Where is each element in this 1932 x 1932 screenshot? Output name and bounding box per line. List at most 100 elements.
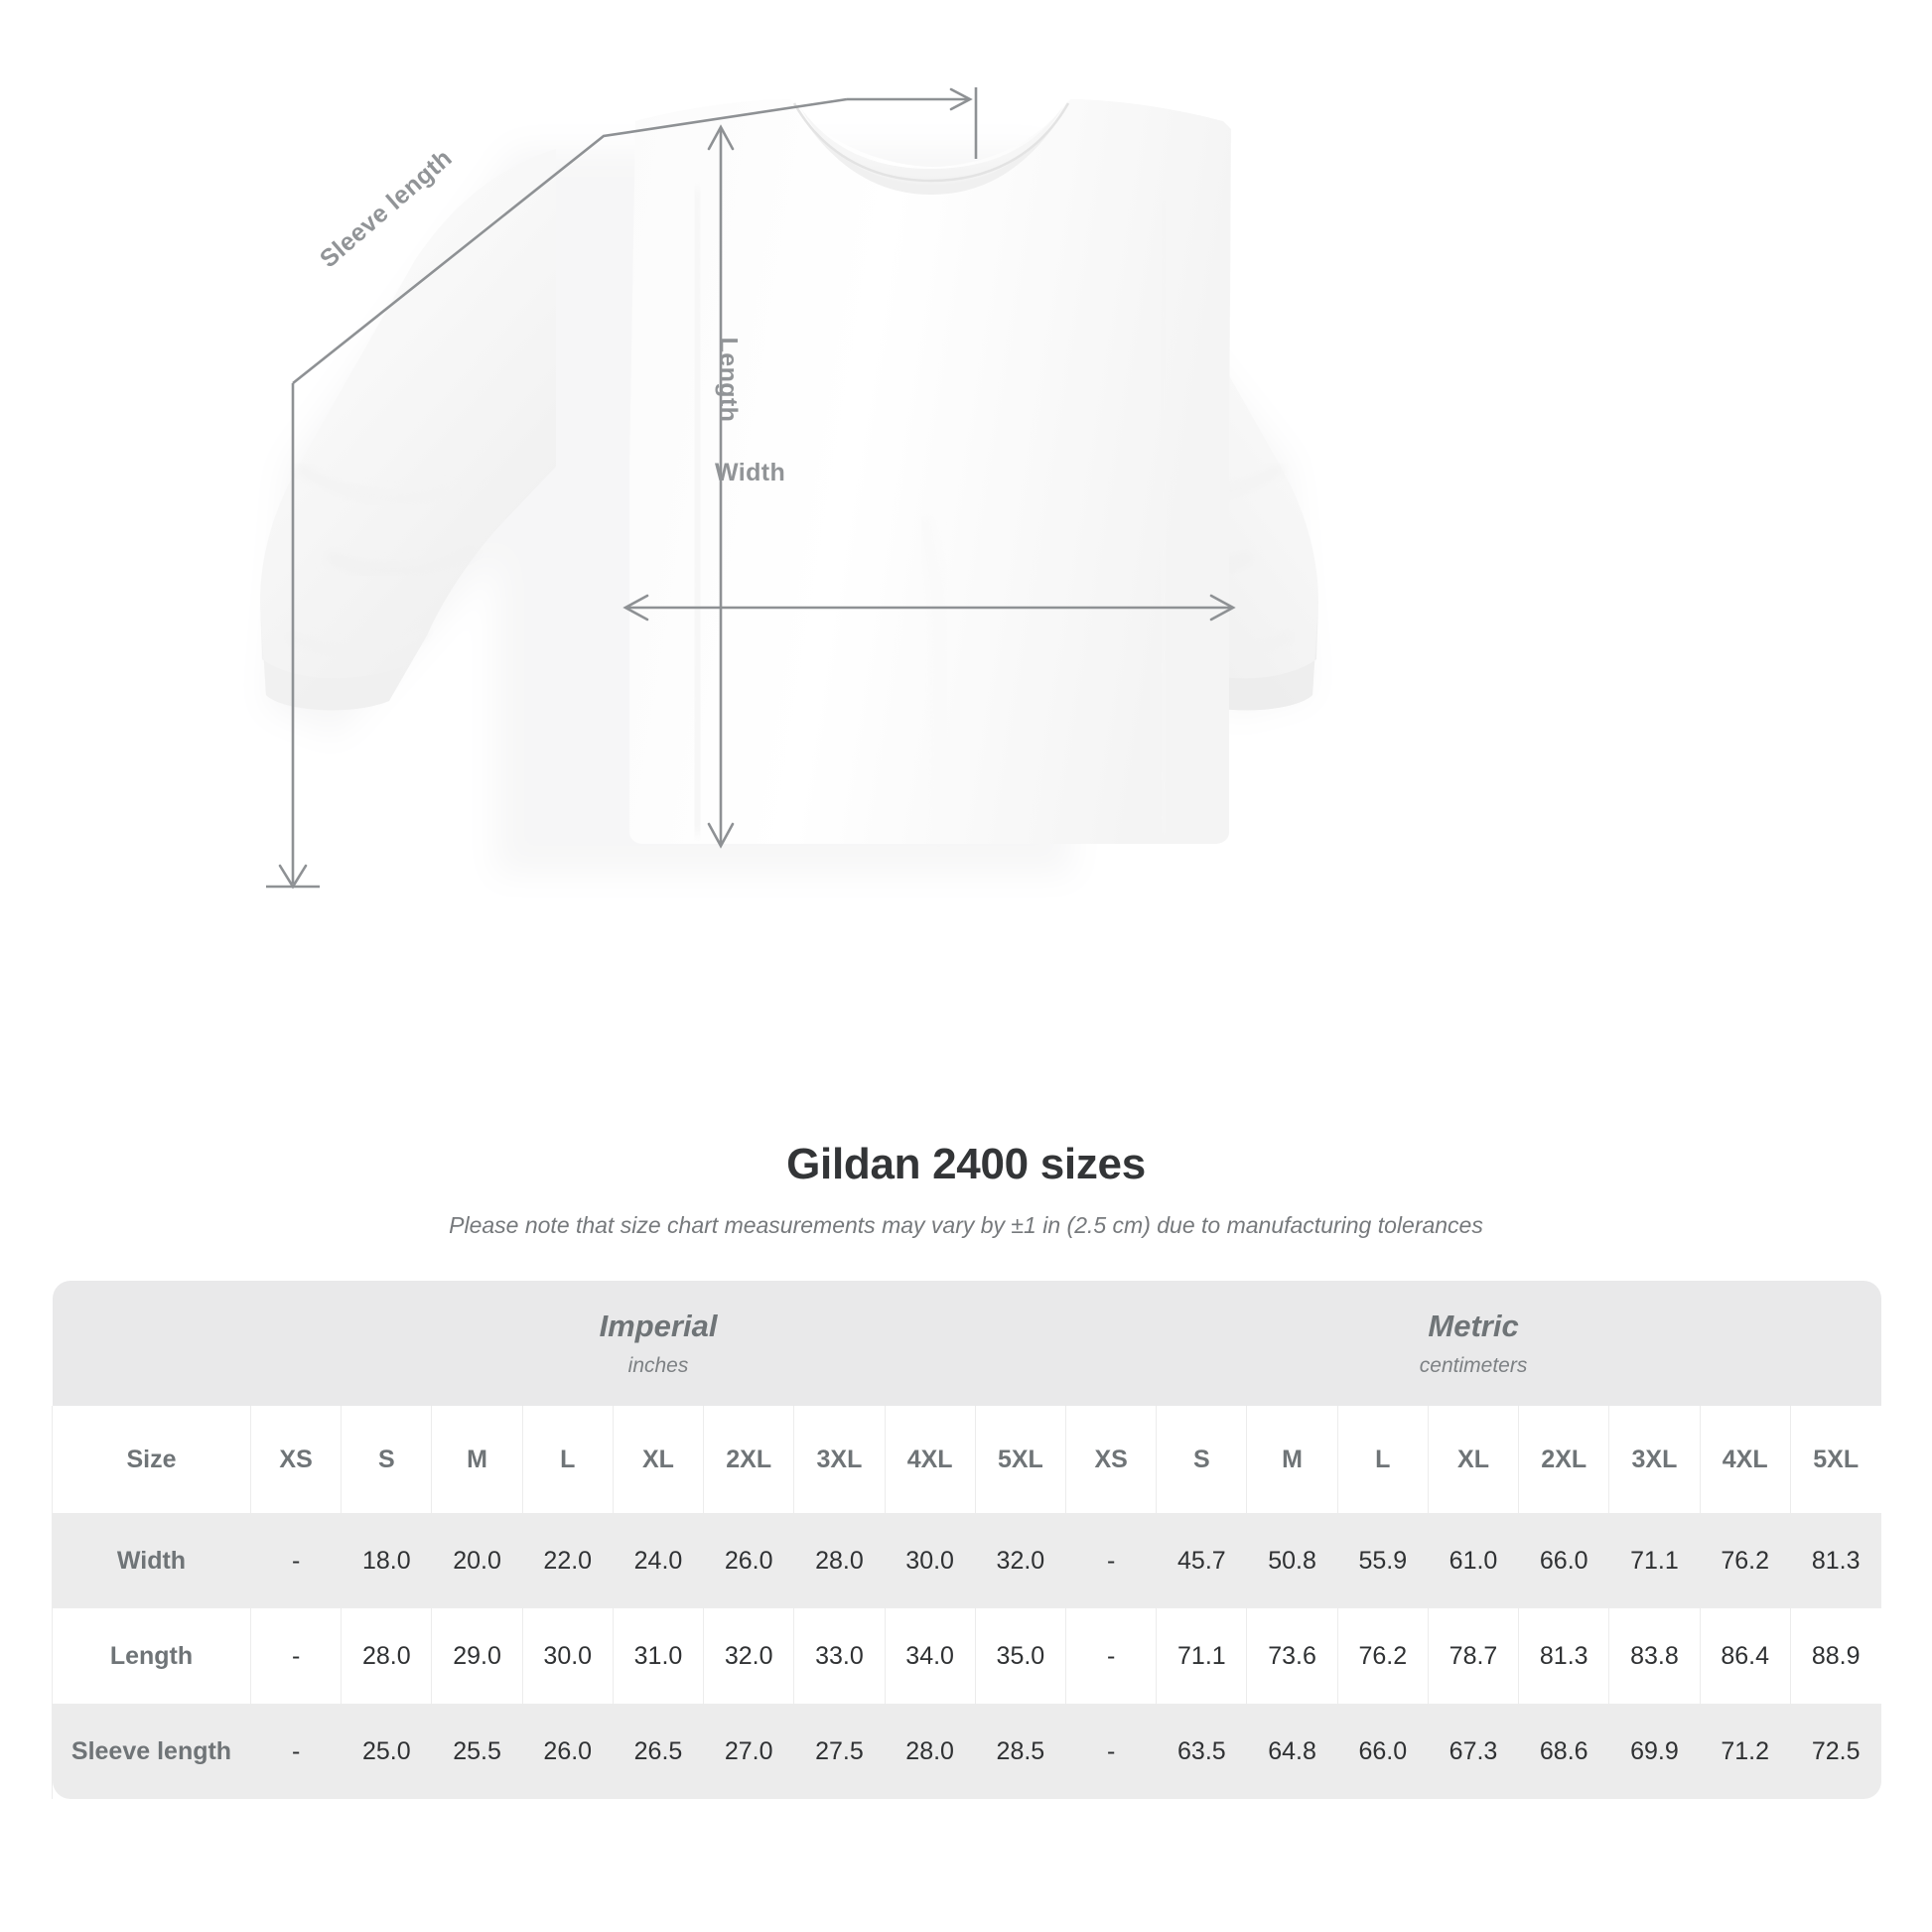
column-header-5xl-metric: 5XL <box>1789 1406 1881 1513</box>
cell-width-xl-imperial: 24.0 <box>612 1513 705 1608</box>
column-header-m-metric: M <box>1246 1406 1338 1513</box>
cell-length-2xl-imperial: 32.0 <box>703 1608 795 1704</box>
column-header-3xl-imperial: 3XL <box>793 1406 886 1513</box>
unit-name: Metric <box>1428 1309 1519 1344</box>
cell-length-l-metric: 76.2 <box>1336 1608 1429 1704</box>
cell-length-xs-metric: - <box>1065 1608 1158 1704</box>
cell-sleeve-length-2xl-imperial: 27.0 <box>703 1704 795 1799</box>
cell-sleeve-length-4xl-imperial: 28.0 <box>884 1704 976 1799</box>
size-chart-table-wrapper: Imperial inches Metric centimeters Size XS S M L… <box>52 1281 1881 1799</box>
cell-sleeve-length-s-metric: 63.5 <box>1156 1704 1248 1799</box>
cell-sleeve-length-xl-imperial: 26.5 <box>612 1704 705 1799</box>
column-header-2xl-imperial: 2XL <box>703 1406 795 1513</box>
sleeve-length-guide <box>266 87 978 890</box>
length-label: Length <box>714 337 743 423</box>
cell-width-4xl-metric: 76.2 <box>1699 1513 1791 1608</box>
cell-width-l-metric: 55.9 <box>1336 1513 1429 1608</box>
page-subtitle: Please note that size chart measurements… <box>449 1211 1483 1238</box>
cell-sleeve-length-l-metric: 66.0 <box>1336 1704 1429 1799</box>
cell-sleeve-length-3xl-metric: 69.9 <box>1608 1704 1701 1799</box>
cell-length-3xl-metric: 83.8 <box>1608 1608 1701 1704</box>
cell-width-m-imperial: 20.0 <box>431 1513 523 1608</box>
cell-width-2xl-imperial: 26.0 <box>703 1513 795 1608</box>
cell-length-l-imperial: 30.0 <box>521 1608 614 1704</box>
collar <box>790 99 1072 195</box>
column-header-5xl-imperial: 5XL <box>974 1406 1067 1513</box>
row-header-length: Length <box>52 1608 251 1704</box>
unit-header-metric: Metric centimeters <box>1065 1281 1881 1406</box>
unit-header-spacer <box>52 1281 251 1406</box>
size-chart-table: Imperial inches Metric centimeters Size XS S M L… <box>52 1281 1881 1799</box>
column-header-2xl-metric: 2XL <box>1518 1406 1610 1513</box>
cell-width-xs-metric: - <box>1065 1513 1158 1608</box>
cell-length-5xl-metric: 88.9 <box>1789 1608 1881 1704</box>
cell-sleeve-length-m-metric: 64.8 <box>1246 1704 1338 1799</box>
column-header-xl-imperial: XL <box>612 1406 705 1513</box>
page-title: Gildan 2400 sizes <box>786 1140 1146 1188</box>
cell-length-s-metric: 71.1 <box>1156 1608 1248 1704</box>
cell-width-3xl-imperial: 28.0 <box>793 1513 886 1608</box>
unit-subtitle: centimeters <box>1419 1353 1528 1377</box>
column-header-l-metric: L <box>1336 1406 1429 1513</box>
unit-subtitle: inches <box>627 1353 689 1377</box>
column-header-4xl-metric: 4XL <box>1699 1406 1791 1513</box>
cell-sleeve-length-2xl-metric: 68.6 <box>1518 1704 1610 1799</box>
left-sleeve <box>260 149 556 711</box>
cell-width-xl-metric: 61.0 <box>1427 1513 1520 1608</box>
cell-length-2xl-metric: 81.3 <box>1518 1608 1610 1704</box>
length-guide <box>707 124 735 849</box>
cell-sleeve-length-4xl-metric: 71.2 <box>1699 1704 1791 1799</box>
title-block: Gildan 2400 sizes Please note that size … <box>0 1140 1932 1239</box>
cell-width-l-imperial: 22.0 <box>521 1513 614 1608</box>
cell-length-xs-imperial: - <box>249 1608 343 1704</box>
column-header-l-imperial: L <box>521 1406 614 1513</box>
column-header-s-imperial: S <box>341 1406 433 1513</box>
cell-width-3xl-metric: 71.1 <box>1608 1513 1701 1608</box>
unit-header-imperial: Imperial inches <box>250 1281 1066 1406</box>
row-header-sleeve-length: Sleeve length <box>52 1704 251 1799</box>
cell-width-xs-imperial: - <box>249 1513 343 1608</box>
table-row: Width -18.0 20.0 22.0 24.0 26.0 28.0 30.0 32.0-4… <box>52 1513 1881 1608</box>
cell-length-4xl-metric: 86.4 <box>1699 1608 1791 1704</box>
column-header-s-metric: S <box>1156 1406 1248 1513</box>
garment-svg <box>260 87 1318 890</box>
row-header-width: Width <box>52 1513 251 1608</box>
column-header-m-imperial: M <box>431 1406 523 1513</box>
cell-length-s-imperial: 28.0 <box>341 1608 433 1704</box>
table-row: Length -28.0 29.0 30.0 31.0 32.0 33.0 34.0 35.0-… <box>52 1608 1881 1704</box>
column-header-3xl-metric: 3XL <box>1608 1406 1701 1513</box>
cell-length-4xl-imperial: 34.0 <box>884 1608 976 1704</box>
cell-sleeve-length-3xl-imperial: 27.5 <box>793 1704 886 1799</box>
garment-body <box>629 99 1231 844</box>
cell-sleeve-length-s-imperial: 25.0 <box>341 1704 433 1799</box>
cell-sleeve-length-5xl-metric: 72.5 <box>1789 1704 1881 1799</box>
cell-length-m-imperial: 29.0 <box>431 1608 523 1704</box>
size-header-row: Size XS S M L XL 2XL 3XL 4XL 5XL XS S M L XL 2XL 3XL 4XL 5… <box>52 1406 1881 1513</box>
column-header-xs-metric: XS <box>1065 1406 1158 1513</box>
garment-illustration: Sleeve length Length Width <box>260 87 1318 890</box>
width-label: Width <box>715 459 786 486</box>
column-header-xs-imperial: XS <box>249 1406 343 1513</box>
unit-header-row: Imperial inches Metric centimeters <box>52 1281 1881 1406</box>
cell-length-5xl-imperial: 35.0 <box>974 1608 1067 1704</box>
cell-width-m-metric: 50.8 <box>1246 1513 1338 1608</box>
cell-width-4xl-imperial: 30.0 <box>884 1513 976 1608</box>
width-guide <box>622 594 1236 621</box>
cell-length-m-metric: 73.6 <box>1246 1608 1338 1704</box>
cell-sleeve-length-5xl-imperial: 28.5 <box>974 1704 1067 1799</box>
cell-length-xl-metric: 78.7 <box>1427 1608 1520 1704</box>
table-row: Sleeve length -25.0 25.5 26.0 26.5 27.0 27.5 28… <box>52 1704 1881 1799</box>
cell-width-5xl-metric: 81.3 <box>1789 1513 1881 1608</box>
cell-length-xl-imperial: 31.0 <box>612 1608 705 1704</box>
cell-width-5xl-imperial: 32.0 <box>974 1513 1067 1608</box>
cell-sleeve-length-xs-imperial: - <box>249 1704 343 1799</box>
column-header-xl-metric: XL <box>1427 1406 1520 1513</box>
cell-width-s-imperial: 18.0 <box>341 1513 433 1608</box>
column-header-size: Size <box>52 1406 251 1513</box>
cell-sleeve-length-l-imperial: 26.0 <box>521 1704 614 1799</box>
cell-sleeve-length-m-imperial: 25.5 <box>431 1704 523 1799</box>
cell-length-3xl-imperial: 33.0 <box>793 1608 886 1704</box>
cell-width-s-metric: 45.7 <box>1156 1513 1248 1608</box>
cell-sleeve-length-xl-metric: 67.3 <box>1427 1704 1520 1799</box>
cell-width-2xl-metric: 66.0 <box>1518 1513 1610 1608</box>
